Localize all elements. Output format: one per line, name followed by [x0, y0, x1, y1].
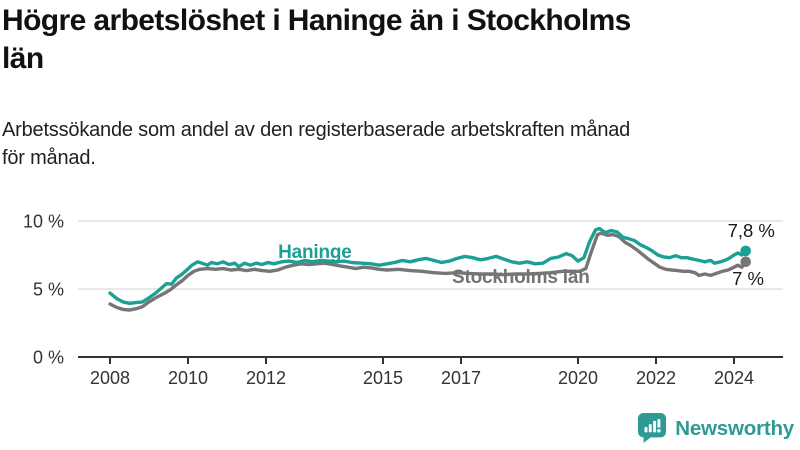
stockholms-lan-line — [108, 231, 748, 312]
line-chart: 2008 2010 2012 2015 2017 2020 2022 2024 0 % 5 % 10… — [23, 212, 783, 388]
y-tick-label-5-percent: 5 % — [33, 280, 64, 300]
stockholms-lan-series-label: Stockholms län — [452, 267, 590, 288]
chart-subtitle-line1: Arbetssökande som andel av den registerb… — [2, 119, 631, 141]
haninge-series-label: Haninge — [278, 242, 352, 263]
chart-title-line2: län — [2, 42, 44, 75]
chart-subtitle-line2: för månad. — [2, 147, 96, 169]
x-tick-label-2022: 2022 — [636, 368, 676, 388]
y-tick-label-10-percent: 10 % — [23, 212, 64, 232]
stockholms-lan-end-value-label: 7 % — [732, 268, 764, 289]
stockholms-lan-end-dot — [740, 256, 751, 268]
y-tick-label-0-percent: 0 % — [33, 348, 64, 368]
x-tick-label-2008: 2008 — [90, 368, 130, 388]
x-tick-label-2010: 2010 — [168, 368, 208, 388]
newsworthy-logo: Newsworthy — [637, 412, 794, 445]
x-tick-label-2015: 2015 — [363, 368, 403, 388]
chart-subtitle: Arbetssökande som andel av den registerb… — [2, 116, 762, 172]
x-tick-label-2017: 2017 — [441, 368, 481, 388]
chart-title: Högre arbetslöshet i Haninge än i Stockh… — [2, 2, 790, 78]
newsworthy-wordmark: Newsworthy — [675, 416, 794, 440]
haninge-end-dot — [740, 245, 751, 257]
chart-title-line1: Högre arbetslöshet i Haninge än i Stockh… — [2, 4, 631, 37]
x-tick-label-2024: 2024 — [714, 368, 754, 388]
x-tick-label-2012: 2012 — [246, 368, 286, 388]
newsworthy-bubble-chart-icon — [638, 413, 667, 444]
x-tick-label-2020: 2020 — [558, 368, 598, 388]
haninge-end-value-label: 7,8 % — [728, 220, 775, 241]
haninge-line — [108, 226, 748, 306]
